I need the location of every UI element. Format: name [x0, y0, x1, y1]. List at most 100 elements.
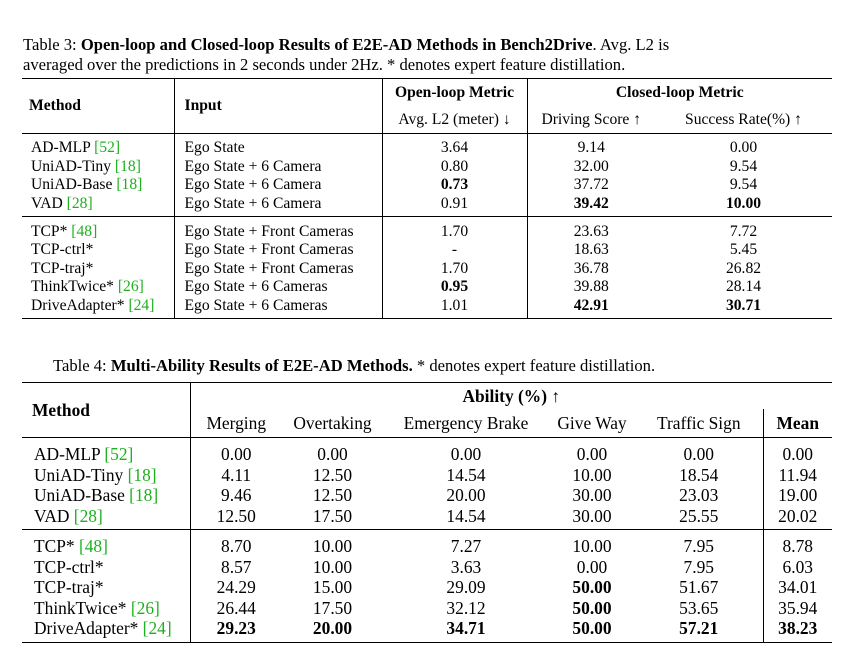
- emergency-brake-cell: 14.54: [446, 505, 486, 526]
- table-row: DriveAdapter* [24] Ego State + 6 Cameras 1…: [22, 296, 832, 320]
- citation-link[interactable]: [28]: [66, 195, 93, 213]
- method-cell: TCP-ctrl*: [22, 557, 190, 578]
- mean-cell: 34.01: [762, 577, 832, 598]
- method-name: AD-MLP: [31, 139, 95, 157]
- driving-score-cell: 32.00: [526, 157, 655, 177]
- t4-header-merging: Merging: [189, 409, 282, 438]
- success-rate-cell: 10.00: [725, 195, 762, 213]
- traffic-sign-cell: 7.95: [683, 556, 714, 577]
- citation-link[interactable]: [52]: [94, 139, 121, 157]
- give-way-cell: 30.00: [572, 505, 612, 526]
- success-rate-cell: 5.45: [729, 241, 758, 259]
- driving-score-cell: 36.78: [526, 259, 655, 279]
- t4-header-ability: Ability (%) ↑: [189, 382, 832, 409]
- emergency-brake-cell: 29.09: [446, 577, 486, 598]
- citation-link[interactable]: [18]: [129, 485, 159, 506]
- emergency-brake-cell: 32.12: [446, 597, 486, 618]
- traffic-sign-cell: 51.67: [679, 577, 719, 598]
- table-row: TCP-traj* Ego State + Front Cameras 1.70 36…: [22, 259, 832, 279]
- method-name: TCP-traj*: [34, 577, 104, 598]
- mean-cell: 6.03: [762, 556, 832, 577]
- table3-caption-title: Open-loop and Closed-loop Results of E2E…: [80, 35, 593, 54]
- input-cell: Ego State: [173, 132, 382, 158]
- table4-caption: Table 4: Multi-Ability Results of E2E-AD…: [53, 356, 655, 376]
- method-cell: VAD [28]: [22, 195, 174, 217]
- traffic-sign-cell: 23.03: [679, 485, 719, 506]
- input-cell: Ego State + Front Cameras: [173, 216, 382, 241]
- citation-link[interactable]: [48]: [78, 536, 108, 557]
- driving-score-cell: 23.63: [526, 216, 655, 241]
- merging-cell: 0.00: [189, 437, 282, 465]
- traffic-sign-cell: 53.65: [679, 597, 719, 618]
- citation-link[interactable]: [18]: [116, 176, 143, 194]
- method-cell: ThinkTwice* [26]: [22, 278, 174, 297]
- method-name: TCP-ctrl*: [31, 241, 94, 259]
- give-way-cell: 50.00: [549, 618, 635, 643]
- table-row: VAD [28] Ego State + 6 Camera 0.91 39.42 10.…: [22, 194, 832, 217]
- method-cell: UniAD-Tiny [18]: [22, 158, 174, 177]
- method-name: TCP-ctrl*: [34, 556, 104, 577]
- input-cell: Ego State + 6 Camera: [173, 157, 382, 177]
- mean-cell: 8.78: [762, 529, 832, 557]
- method-cell: TCP-ctrl*: [22, 241, 174, 260]
- citation-link[interactable]: [26]: [117, 278, 144, 296]
- merging-cell: 12.50: [189, 505, 282, 530]
- method-name: DriveAdapter*: [34, 618, 143, 639]
- overtaking-cell: 12.50: [312, 464, 353, 485]
- merging-cell: 4.11: [189, 464, 282, 485]
- avg-l2-cell: 0.80: [381, 157, 527, 177]
- method-name: UniAD-Tiny: [31, 157, 115, 175]
- success-rate-cell: 30.71: [655, 296, 832, 320]
- driving-score-cell: 18.63: [526, 240, 655, 260]
- merging-cell: 24.29: [189, 577, 282, 598]
- avg-l2-cell: 0.95: [381, 278, 527, 297]
- method-name: ThinkTwice*: [34, 597, 131, 618]
- overtaking-cell: 10.00: [282, 529, 383, 557]
- method-cell: UniAD-Base [18]: [22, 176, 174, 195]
- give-way-cell: 10.00: [549, 529, 635, 557]
- avg-l2-cell: 1.70: [381, 216, 527, 241]
- overtaking-cell: 0.00: [282, 437, 383, 465]
- overtaking-cell: 17.50: [312, 597, 353, 618]
- method-name: VAD: [31, 195, 67, 213]
- traffic-sign-cell: 25.55: [679, 505, 719, 526]
- t3-header-closed-loop: Closed-loop Metric: [526, 78, 832, 106]
- citation-link[interactable]: [28]: [73, 505, 103, 526]
- method-cell: AD-MLP [52]: [22, 132, 174, 158]
- avg-l2-cell: 0.73: [381, 176, 527, 195]
- method-name: VAD: [34, 505, 74, 526]
- table4: Method Ability (%) ↑ Merging Overtaking …: [22, 382, 832, 643]
- t3-header-method: Method: [22, 78, 174, 134]
- driving-score-cell: 42.91: [526, 296, 655, 320]
- avg-l2-cell: 1.01: [381, 296, 527, 320]
- method-cell: TCP* [48]: [22, 216, 174, 241]
- method-cell: UniAD-Tiny [18]: [22, 465, 190, 486]
- citation-link[interactable]: [26]: [130, 597, 160, 618]
- input-cell: Ego State + 6 Camera: [173, 194, 382, 217]
- t4-header-emergency-brake: Emergency Brake: [403, 413, 529, 433]
- method-cell: DriveAdapter* [24]: [22, 296, 174, 320]
- mean-cell: 20.02: [762, 505, 832, 530]
- citation-link[interactable]: [24]: [128, 297, 155, 315]
- citation-link[interactable]: [24]: [142, 618, 172, 639]
- overtaking-cell: 15.00: [312, 577, 353, 598]
- mean-cell: 19.00: [762, 485, 832, 506]
- success-rate-cell: 7.72: [655, 216, 832, 241]
- table-row: AD-MLP [52] Ego State 3.64 9.14 0.00: [22, 132, 832, 158]
- citation-link[interactable]: [18]: [127, 464, 157, 485]
- traffic-sign-cell: 7.95: [635, 529, 763, 557]
- driving-score-cell: 37.72: [526, 176, 655, 195]
- table4-caption-label: Table 4:: [53, 356, 111, 375]
- citation-link[interactable]: [48]: [71, 222, 98, 240]
- emergency-brake-cell: 14.54: [446, 464, 486, 485]
- method-cell: ThinkTwice* [26]: [22, 598, 190, 619]
- table-row: TCP-ctrl* 8.57 10.00 3.63 0.00 7.95 6.03: [22, 556, 832, 578]
- emergency-brake-cell: 34.71: [383, 618, 549, 643]
- table3-caption-line1: Table 3: Open-loop and Closed-loop Resul…: [23, 35, 669, 55]
- input-cell: Ego State + Front Cameras: [173, 259, 382, 279]
- traffic-sign-cell: 18.54: [679, 464, 719, 485]
- citation-link[interactable]: [52]: [104, 444, 134, 465]
- t4-header-method: Method: [22, 382, 190, 438]
- citation-link[interactable]: [18]: [114, 157, 141, 175]
- table-row: VAD [28] 12.50 17.50 14.54 30.00 25.55 20.02: [22, 505, 832, 530]
